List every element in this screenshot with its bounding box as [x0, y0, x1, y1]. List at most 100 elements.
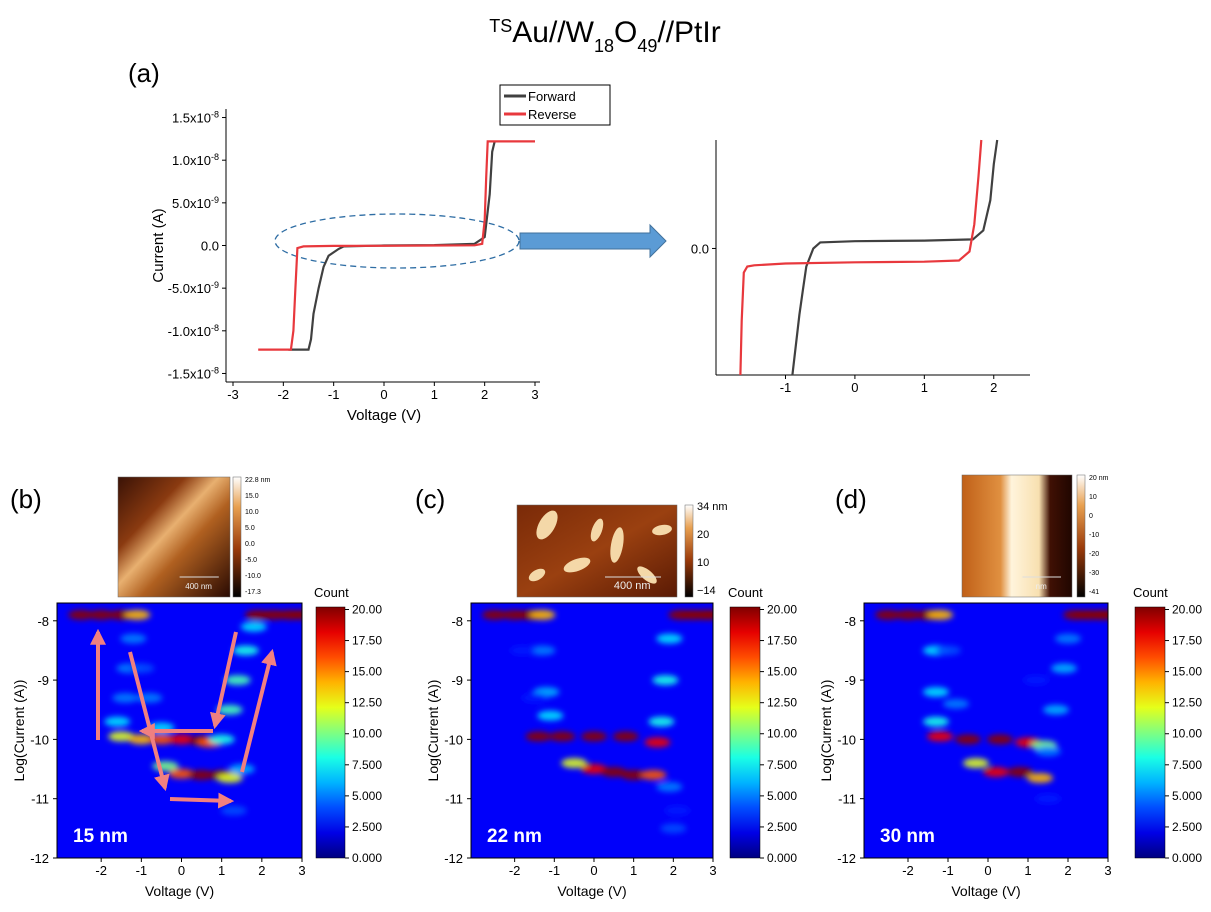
x-tick-label: 0: [984, 863, 991, 878]
density-point: [208, 734, 235, 745]
colorbar-title: Count: [1133, 585, 1168, 600]
density-point: [108, 731, 135, 742]
x-tick-label: -1: [780, 380, 792, 395]
density-point: [580, 731, 607, 742]
density-point: [289, 609, 302, 620]
title-part: 49: [637, 36, 657, 56]
y-axis-label: Current (A): [150, 208, 167, 282]
plot-background: [864, 603, 1108, 858]
line-series: [288, 141, 496, 351]
density-point: [1007, 767, 1033, 778]
x-tick-label: 0: [590, 863, 597, 878]
title-part: TS: [489, 16, 512, 36]
afm-colorbar-label: 20: [697, 529, 709, 541]
colorbar-tick-label: 15.00: [352, 665, 382, 679]
x-tick-label: 1: [431, 387, 438, 402]
afm-colorbar-label: 5.0: [245, 525, 255, 532]
thickness-label: 15 nm: [73, 826, 128, 847]
density-point: [120, 633, 147, 644]
density-point: [652, 675, 679, 686]
afm-colorbar-label: 15.0: [245, 493, 259, 500]
density-point: [240, 621, 267, 632]
colorbar-tick-label: 10.00: [1172, 727, 1202, 741]
title-part: Au//W: [512, 16, 594, 49]
colorbar-tick-label: 17.50: [352, 634, 382, 648]
density-point: [481, 609, 508, 620]
afm-colorbar-label: 0: [1089, 513, 1093, 520]
colorbar-tick-label: 12.50: [352, 696, 382, 710]
y-tick-label: -12: [30, 851, 49, 866]
density-point: [875, 609, 901, 620]
x-tick-label: 3: [709, 863, 716, 878]
scale-bar-label: 400 nm: [185, 582, 212, 591]
colorbar-title: Count: [314, 585, 349, 600]
density-point: [124, 609, 151, 620]
tick-text: -5.0x10: [168, 281, 211, 296]
afm-colorbar-label: -5.0: [245, 557, 257, 564]
highlight-ellipse: [274, 213, 520, 269]
afm-feature: [536, 510, 558, 540]
sweep-arrows: [90, 628, 277, 809]
density-point: [660, 823, 687, 834]
tick-exponent: -9: [211, 195, 219, 205]
figure-title: TSAu//W18O49//PtIr: [489, 16, 720, 56]
density-point: [895, 609, 921, 620]
afm-feature: [563, 557, 591, 573]
colorbar-tick-label: 17.50: [1172, 634, 1202, 648]
x-tick-label: -3: [227, 387, 239, 402]
tick-text: 1.5x10: [172, 111, 211, 126]
tick-text: 0.0: [201, 239, 219, 254]
colorbar-tick-label: 0.000: [1172, 851, 1202, 865]
density-point: [923, 716, 949, 727]
colorbar-tick-label: 15.00: [1172, 665, 1202, 679]
density-point: [580, 764, 607, 775]
y-tick-label: -12: [444, 851, 463, 866]
afm-colorbar-label: -10.0: [245, 573, 261, 580]
density-point: [656, 781, 683, 792]
x-tick-label: -2: [902, 863, 914, 878]
density-point: [1027, 772, 1053, 783]
colorbar-tick-label: 5.000: [352, 789, 382, 803]
colorbar: [315, 606, 346, 859]
y-tick-label: -8: [37, 614, 49, 629]
y-axis-label: Log(Current (A)): [11, 680, 27, 782]
x-axis-label: Voltage (V): [951, 883, 1020, 899]
x-tick-label: 1: [630, 863, 637, 878]
density-point: [700, 609, 713, 620]
plot-frame: [56, 602, 303, 859]
x-tick-label: 2: [481, 387, 488, 402]
density-point: [168, 734, 195, 745]
colorbar-tick-label: 7.500: [767, 758, 797, 772]
colorbar-tick-label: 12.50: [767, 696, 797, 710]
x-axis-label: Voltage (V): [557, 883, 626, 899]
density-point: [656, 633, 683, 644]
panel-label: (c): [415, 484, 445, 514]
x-tick-label: 2: [670, 863, 677, 878]
afm-colorbar-label: −14: [697, 585, 716, 597]
density-point: [923, 686, 949, 697]
y-tick-label: 1.0x10-8: [172, 152, 219, 168]
x-tick-label: 0: [380, 387, 387, 402]
y-tick-label: 0.0: [201, 239, 219, 254]
y-tick-label: -9: [451, 673, 463, 688]
x-tick-label: 3: [298, 863, 305, 878]
x-tick-label: -1: [549, 863, 561, 878]
plot-background: [471, 603, 713, 858]
afm-image: [117, 476, 231, 598]
y-tick-label: 1.5x10-8: [172, 110, 219, 126]
colorbar-tick-label: 5.000: [767, 789, 797, 803]
thickness-label: 22 nm: [487, 826, 542, 847]
colorbar-tick-label: 2.500: [767, 820, 797, 834]
colorbar: [729, 606, 761, 859]
legend-label: Reverse: [528, 107, 576, 122]
y-tick-label: -10: [444, 732, 463, 747]
density-point: [1023, 675, 1049, 686]
density-point: [620, 769, 647, 780]
density-point: [220, 805, 247, 816]
y-tick-label: 5.0x10-9: [172, 195, 219, 211]
x-tick-label: 0: [851, 380, 858, 395]
colorbar-tick-label: 10.00: [352, 727, 382, 741]
x-tick-label: -2: [278, 387, 290, 402]
afm-feature: [528, 568, 546, 582]
density-point: [549, 731, 576, 742]
